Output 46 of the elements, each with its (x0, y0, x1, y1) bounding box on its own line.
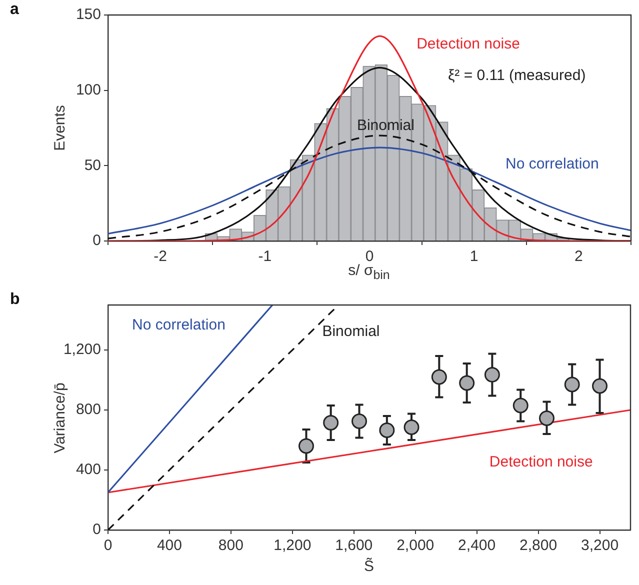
y-tick-label: 100 (76, 81, 101, 98)
point (592, 378, 608, 394)
x-tick-label: 1 (470, 248, 478, 266)
series-label: No correlation (132, 316, 226, 334)
point (512, 398, 528, 414)
x-tick-label: 2,000 (396, 537, 434, 554)
x-tick-label: -2 (154, 248, 167, 266)
y-axis-title: Variance/p̄ (52, 382, 68, 453)
x-tick-label: 2 (574, 248, 583, 266)
x-tick-label: -1 (258, 248, 272, 266)
point (352, 414, 368, 429)
y-tick-label: 1,200 (63, 341, 101, 358)
x-tick-label: 400 (156, 537, 182, 554)
point (484, 367, 500, 382)
point (459, 375, 475, 391)
chart-title: b (10, 291, 20, 309)
x-tick-label: 800 (218, 537, 244, 554)
point (431, 369, 447, 385)
point (379, 422, 395, 438)
point (564, 376, 580, 392)
line-series (108, 146, 631, 235)
series-label: ξ² = 0.11 (measured) (448, 67, 586, 84)
series-label: Detection noise (416, 36, 520, 53)
point (323, 415, 339, 430)
x-tick-label: 1,600 (335, 537, 373, 554)
y-axis-title: Events (52, 105, 68, 151)
series-label: Binomial (356, 116, 414, 134)
x-tick-label: 3,200 (580, 537, 619, 554)
y-tick-label: 0 (92, 232, 101, 250)
y-tick-label: 150 (76, 6, 101, 24)
point (298, 438, 314, 454)
y-tick-label: 400 (76, 461, 101, 478)
y-tick-label: 800 (76, 401, 101, 418)
y-tick-label: 50 (84, 156, 101, 174)
series-label: Binomial (322, 323, 380, 340)
x-axis-title: S̃ (364, 558, 374, 575)
x-tick-label: 0 (104, 537, 112, 554)
series-label: Detection noise (489, 454, 593, 471)
chart-title: a (10, 1, 19, 19)
x-tick-label: 2,400 (458, 537, 496, 554)
x-tick-label: 2,800 (520, 537, 558, 554)
x-tick-label: 1,200 (274, 537, 312, 554)
series-label: No correlation (505, 155, 599, 172)
point (404, 420, 420, 435)
point (538, 410, 554, 426)
y-tick-label: 0 (92, 521, 101, 538)
